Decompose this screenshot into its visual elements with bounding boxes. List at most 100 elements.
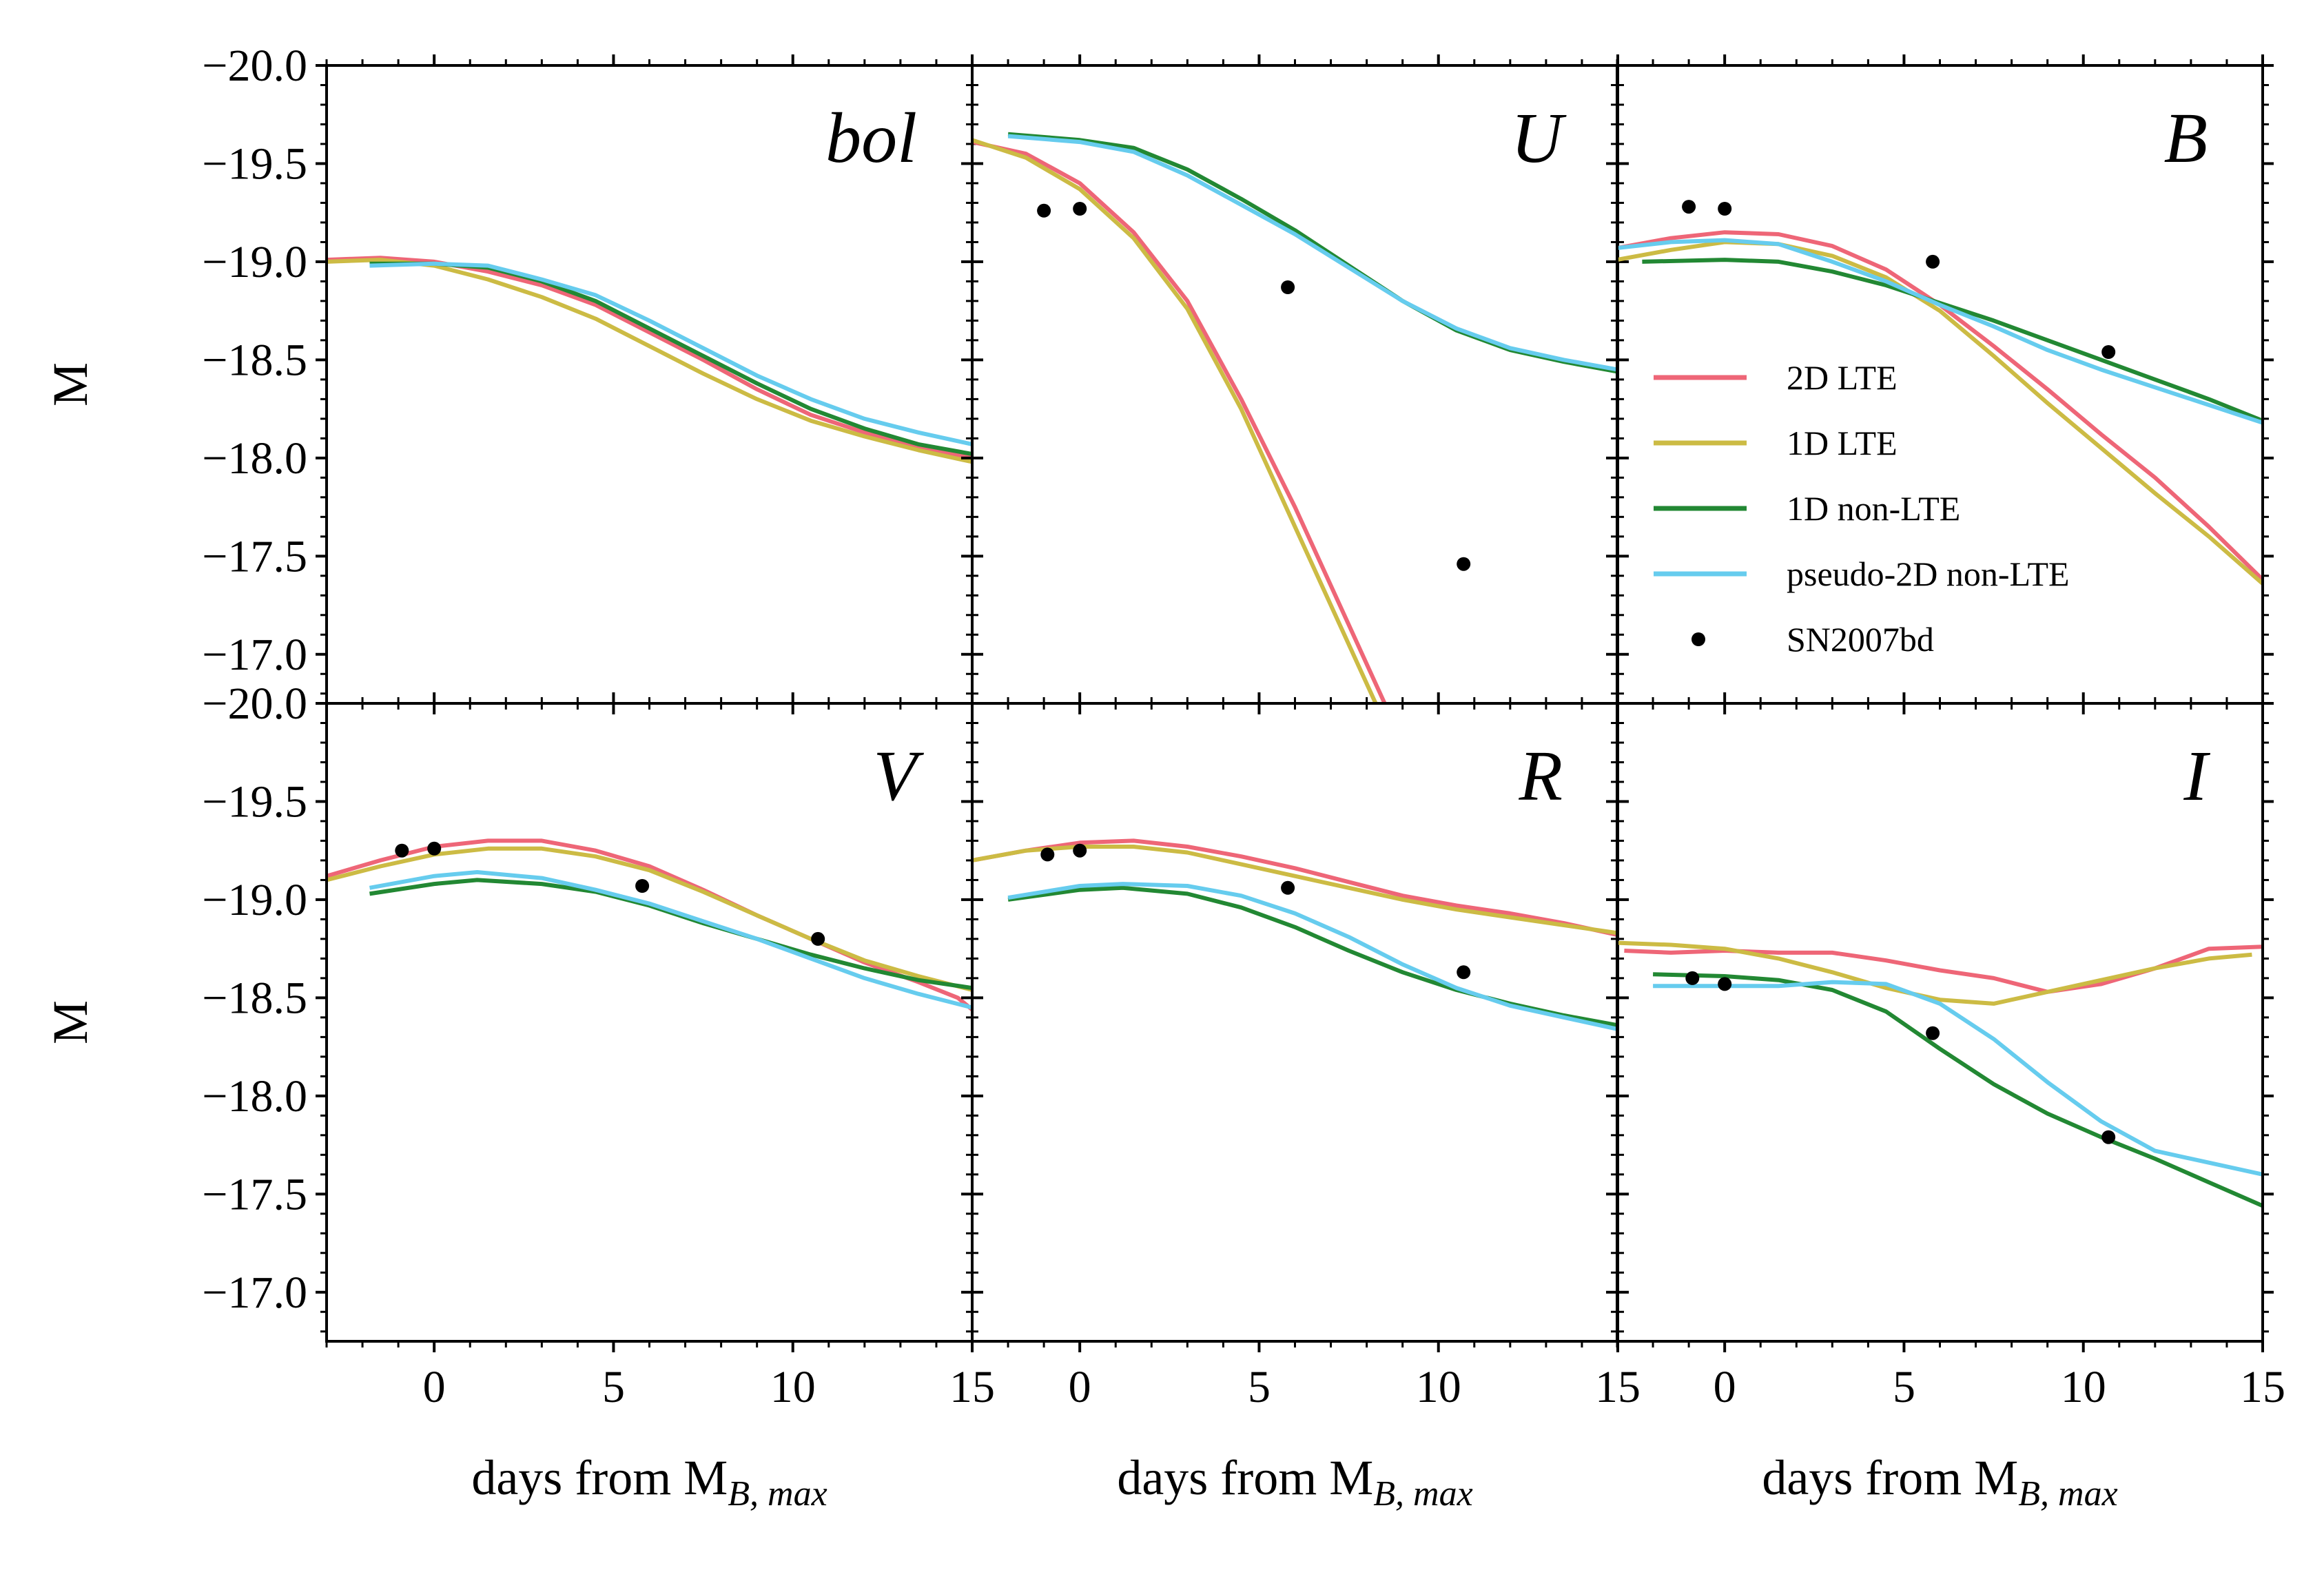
observed-point-r-1 [1040,847,1055,862]
panel-i: I [1606,692,2274,1352]
series-line-pseudo-2d-non-lte-i [1653,980,2263,1177]
series-line-pseudo-2d-non-lte-bol [369,261,972,446]
y-tick-label: −17.5 [202,531,307,581]
y-tick-label: −18.5 [202,335,307,385]
x-tick-label: 5 [1248,1362,1271,1412]
y-tick-label: −18.5 [202,973,307,1023]
panel-label-u: U [1511,99,1567,178]
x-tick-label: 10 [2061,1362,2106,1412]
observed-point-v-2 [427,841,442,856]
y-tick-label: −18.0 [202,433,307,484]
observed-point-v-4 [811,931,825,946]
x-tick-label: 5 [602,1362,625,1412]
legend-item-1d-lte: 1D LTE [1654,424,1898,462]
plot-area-v [327,838,972,1011]
series-line-2d-lte-u [972,140,1387,703]
plot-area-u [972,132,1618,703]
legend-item-2d-lte: 2D LTE [1654,358,1898,397]
legend-item-sn2007bd: SN2007bd [1691,620,1934,659]
x-tick-label: 15 [2240,1362,2285,1412]
legend-label: 1D non-LTE [1787,489,1960,528]
legend-label: SN2007bd [1787,620,1934,659]
x-tick-label: 15 [949,1362,995,1412]
y-tick-label: −19.0 [202,875,307,925]
x-tick-label: 0 [423,1362,446,1412]
series-line-1d-lte-u [972,138,1378,703]
y-axis-label: M [43,1000,98,1044]
observed-point-v-1 [395,843,409,858]
series-line-pseudo-2d-non-lte-b [1617,238,2263,425]
legend: 2D LTE 1D LTE 1D non-LTE pseudo-2D non-LTE S… [1654,358,2070,659]
y-axis-label: M [43,362,98,406]
series-line-2d-lte-v [327,838,972,1011]
x-axis-label: days from MB, max [471,1450,827,1514]
series-line-1d-lte-b [1617,240,2263,586]
observed-point-i-1 [1685,971,1700,985]
panel-label-v: V [873,736,924,816]
observed-point-r-2 [1073,843,1087,858]
observed-point-u-4 [1457,557,1471,571]
x-tick-label: 0 [1714,1362,1736,1412]
legend-marker-dot [1691,632,1705,646]
x-tick-label: 10 [1416,1362,1461,1412]
plot-area-b [1617,200,2263,586]
observed-point-b-4 [2101,345,2116,359]
observed-point-i-2 [1718,977,1732,991]
series-line-1d-non-lte-r [1007,885,1618,1028]
observed-point-v-3 [635,879,650,893]
y-tick-label: −20.0 [202,679,307,729]
series-line-2d-lte-bol [327,256,972,460]
series-line-2d-lte-r [972,838,1618,938]
legend-label: 1D LTE [1787,424,1898,462]
ticks-i [1606,692,2274,1352]
observed-point-b-2 [1718,202,1732,216]
legend-item-pseudo-2d-non-lte: pseudo-2D non-LTE [1654,555,2070,593]
panel-r: R [961,692,1629,1352]
y-tick-label: −17.0 [202,1268,307,1318]
plot-area-bol [327,256,972,464]
observed-point-u-2 [1073,202,1087,216]
observed-point-r-4 [1457,965,1471,980]
series-line-1d-non-lte-b [1642,258,2263,423]
series-line-pseudo-2d-non-lte-r [1007,882,1618,1031]
y-tick-label: −20.0 [202,41,307,91]
observed-point-i-4 [2101,1130,2116,1144]
panel-label-r: R [1518,736,1563,816]
observed-point-b-3 [1926,254,1940,269]
panel-u: U [961,54,1629,714]
panel-b: B [1606,54,2274,714]
legend-label: 2D LTE [1787,358,1898,397]
panel-label-i: I [2183,736,2210,816]
plot-area-r [972,838,1618,1031]
panel-bol: bol [316,54,983,714]
y-tick-label: −17.0 [202,630,307,680]
series-line-pseudo-2d-non-lte-u [1007,134,1618,372]
legend-item-1d-non-lte: 1D non-LTE [1654,489,1960,528]
observed-point-r-3 [1281,880,1295,895]
x-tick-label: 15 [1595,1362,1641,1412]
panel-frame-i [1616,702,2264,1343]
series-line-pseudo-2d-non-lte-v [369,870,972,1010]
x-axis-label: days from MB, max [1117,1450,1472,1514]
x-tick-label: 0 [1069,1362,1091,1412]
x-axis-label: days from MB, max [1762,1450,2117,1514]
panel-label-b: B [2163,99,2208,178]
y-tick-label: −19.5 [202,138,307,189]
y-tick-label: −18.0 [202,1071,307,1122]
y-tick-label: −17.5 [202,1169,307,1219]
y-tick-label: −19.0 [202,237,307,287]
observed-point-b-1 [1682,200,1696,214]
y-tick-label: −19.5 [202,776,307,827]
panel-v: V [316,692,983,1352]
x-tick-label: 5 [1893,1362,1915,1412]
panel-label-bol: bol [825,99,917,178]
x-tick-label: 10 [770,1362,816,1412]
observed-point-u-3 [1281,280,1295,294]
series-line-1d-non-lte-v [369,878,972,991]
legend-label: pseudo-2D non-LTE [1787,555,2070,593]
observed-point-i-3 [1926,1026,1940,1040]
series-line-1d-non-lte-i [1653,972,2263,1208]
observed-point-u-1 [1037,203,1051,218]
plot-area-i [1617,940,2263,1208]
